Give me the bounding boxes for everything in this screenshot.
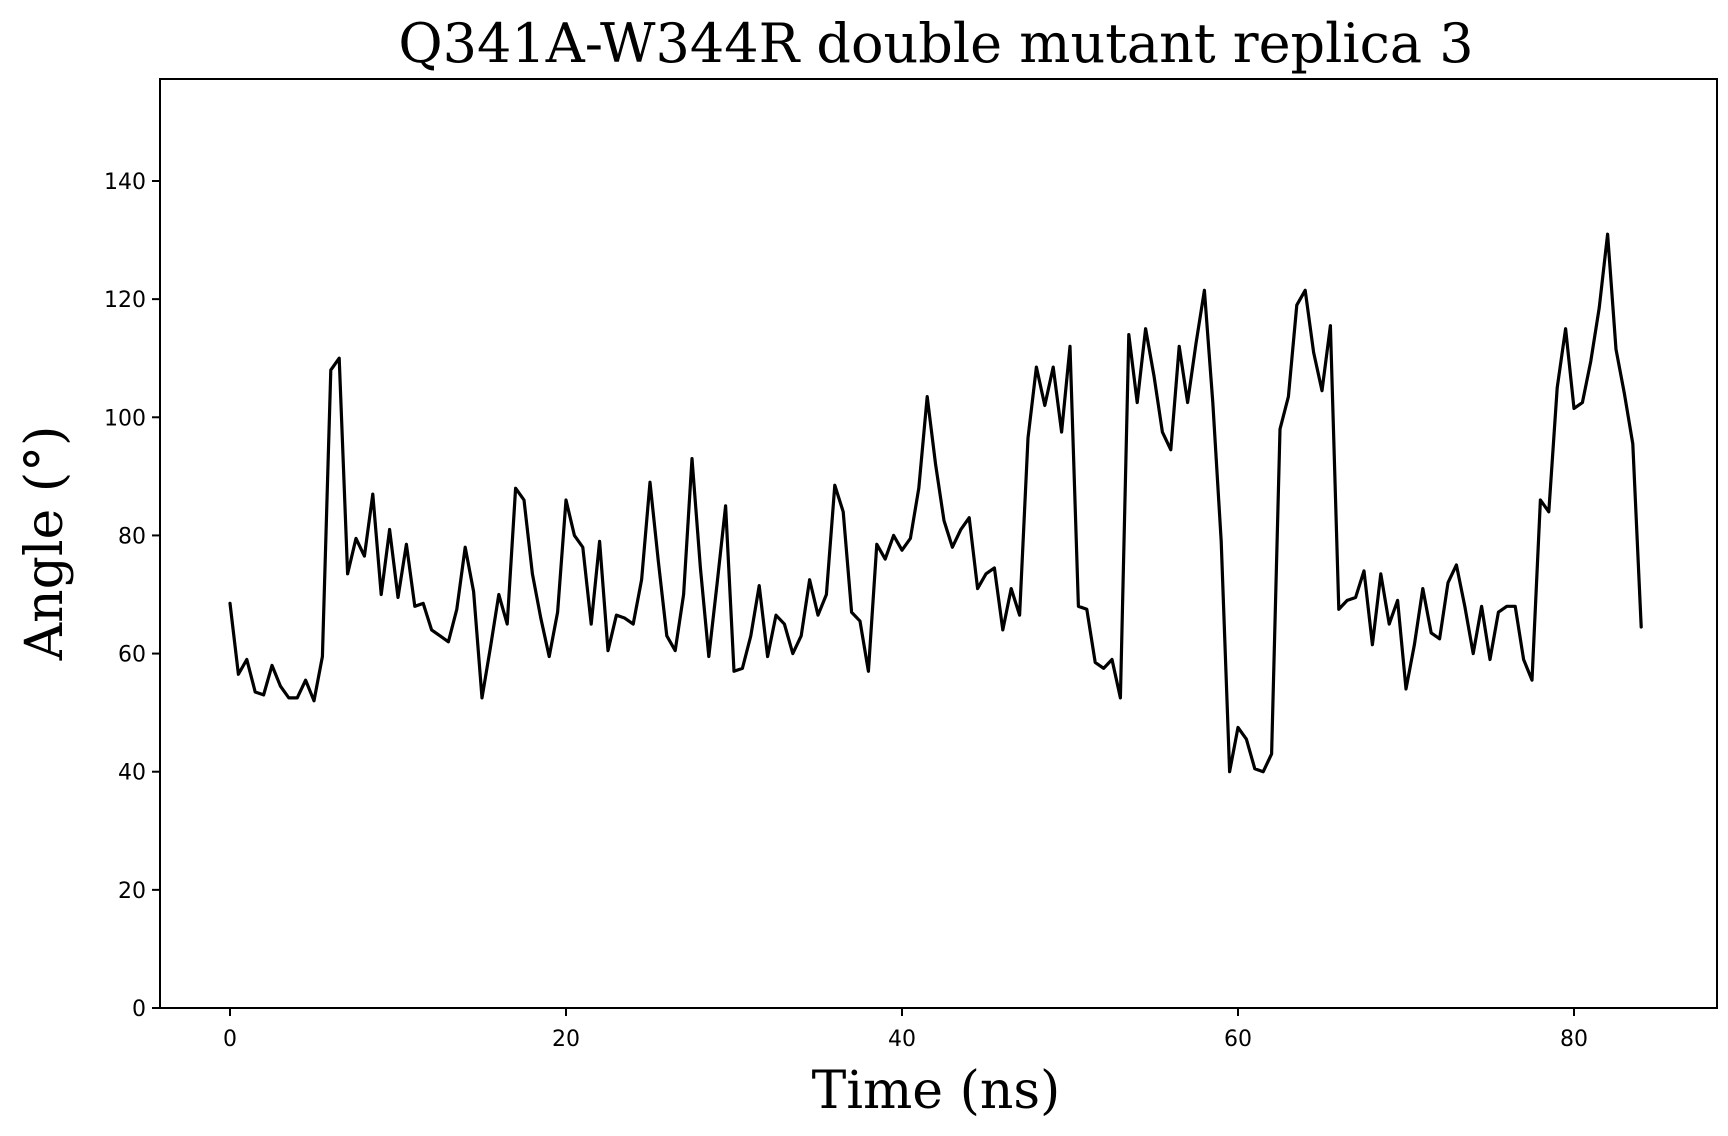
x-tick-label: 80 <box>1560 1027 1588 1052</box>
y-tick-label: 20 <box>118 879 146 904</box>
x-axis-title: Time (ns) <box>812 1061 1061 1121</box>
y-tick-label: 80 <box>118 524 146 549</box>
x-tick-label: 20 <box>552 1027 580 1052</box>
series-line <box>228 232 1643 774</box>
x-axis: 0 20 40 60 80 <box>223 1008 1588 1052</box>
x-tick-label: 0 <box>223 1027 237 1052</box>
y-tick-label: 120 <box>104 288 146 313</box>
y-tick-label: 140 <box>104 170 146 195</box>
y-axis: 0 20 40 60 80 100 120 140 <box>104 170 160 1022</box>
x-tick-label: 60 <box>1224 1027 1252 1052</box>
chart-title: Q341A-W344R double mutant replica 3 <box>398 12 1473 75</box>
y-tick-label: 40 <box>118 761 146 786</box>
plot-frame <box>159 78 1718 1009</box>
y-tick-label: 60 <box>118 643 146 668</box>
y-tick-label: 0 <box>132 997 146 1022</box>
y-axis-title: Angle (°) <box>15 426 75 662</box>
x-tick-label: 40 <box>888 1027 916 1052</box>
y-tick-label: 100 <box>104 406 146 431</box>
